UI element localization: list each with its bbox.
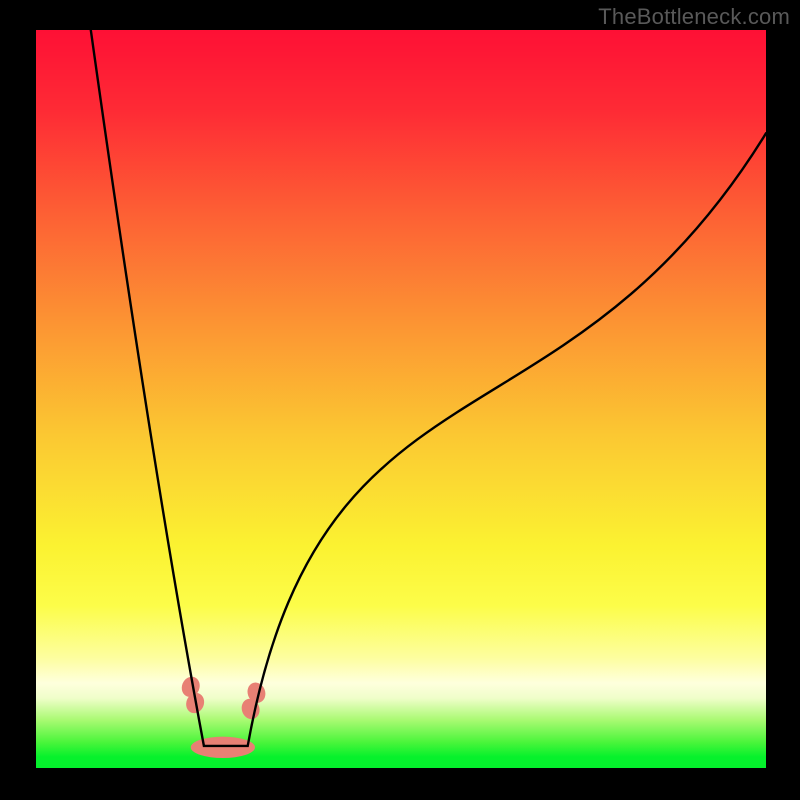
- bottleneck-chart: [36, 30, 766, 768]
- lobe: [191, 737, 255, 758]
- watermark-text: TheBottleneck.com: [598, 4, 790, 30]
- chart-frame: TheBottleneck.com: [0, 0, 800, 800]
